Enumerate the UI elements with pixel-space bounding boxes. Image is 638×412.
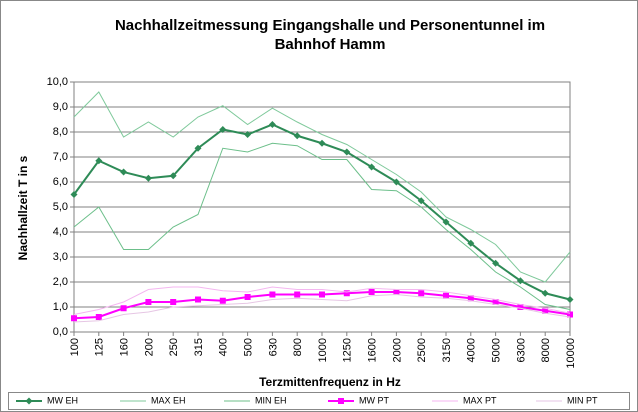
- legend: MW EH MAX EH MIN EH MW PT MAX PT MIN PT: [16, 395, 598, 405]
- marker: [120, 305, 127, 312]
- marker: [417, 197, 425, 205]
- marker: [517, 304, 524, 310]
- marker: [170, 299, 177, 305]
- y-axis-label: Nachhallzeit T in s: [16, 155, 30, 260]
- marker: [95, 157, 103, 165]
- marker: [194, 144, 202, 152]
- marker: [70, 191, 78, 198]
- x-tick-label: 6300: [515, 338, 527, 362]
- x-tick-label: 200: [143, 338, 155, 356]
- x-tick-label: 100: [69, 338, 81, 356]
- marker: [219, 126, 227, 133]
- legend-label: MIN EH: [255, 395, 287, 405]
- legend-label: MW EH: [47, 395, 78, 405]
- x-tick-label: 8000: [540, 338, 552, 362]
- x-tick-label: 4000: [466, 338, 478, 362]
- marker: [467, 295, 474, 302]
- x-axis-label: Terzmittenfrequenz in Hz: [259, 375, 401, 389]
- marker: [443, 292, 449, 299]
- marker: [492, 259, 500, 267]
- marker: [318, 139, 326, 147]
- marker: [393, 289, 400, 295]
- y-tick-label: 5,0: [53, 201, 68, 213]
- x-tick-label: 5000: [491, 338, 503, 362]
- x-tick-label: 160: [119, 338, 131, 356]
- marker: [319, 291, 325, 298]
- x-tick-label: 2000: [391, 338, 403, 362]
- x-tick-label: 1000: [317, 338, 329, 362]
- marker: [195, 296, 201, 303]
- marker: [120, 168, 128, 176]
- chart-title: Bahnhof Hamm: [275, 36, 386, 53]
- y-tick-label: 10,0: [47, 76, 68, 88]
- x-tick-label: 2500: [416, 338, 428, 362]
- marker: [169, 172, 177, 180]
- marker: [343, 290, 350, 297]
- x-tick-label: 500: [243, 338, 255, 356]
- marker: [338, 398, 344, 404]
- marker: [467, 239, 475, 247]
- series-line: [73, 286, 571, 315]
- legend-label: MIN PT: [567, 395, 598, 405]
- marker: [269, 291, 276, 298]
- marker: [25, 397, 33, 405]
- marker: [541, 289, 549, 297]
- y-tick-label: 7,0: [53, 151, 68, 163]
- x-tick-label: 250: [168, 338, 180, 356]
- x-tick-label: 1600: [367, 338, 379, 362]
- marker: [219, 297, 226, 304]
- x-tick-label: 1250: [342, 338, 354, 362]
- y-tick-label: 9,0: [53, 101, 68, 113]
- marker: [144, 174, 152, 182]
- legend-label: MW PT: [359, 395, 389, 405]
- series-line: [73, 142, 571, 310]
- marker: [95, 314, 102, 320]
- marker: [392, 178, 400, 186]
- chart-title: Nachhallzeitmessung Eingangshalle und Pe…: [115, 17, 545, 34]
- y-tick-label: 1,0: [53, 301, 68, 313]
- y-tick-label: 2,0: [53, 276, 68, 288]
- y-tick-label: 8,0: [53, 126, 68, 138]
- marker: [244, 294, 251, 300]
- x-tick-label: 10000: [565, 338, 577, 369]
- x-tick-label: 3150: [441, 338, 453, 362]
- marker: [293, 132, 301, 140]
- legend-label: MAX PT: [463, 395, 497, 405]
- marker: [566, 296, 574, 303]
- y-tick-label: 4,0: [53, 226, 68, 238]
- marker: [442, 218, 450, 226]
- marker: [516, 277, 524, 285]
- marker: [368, 163, 376, 171]
- marker: [492, 299, 499, 305]
- y-tick-label: 0,0: [53, 326, 68, 338]
- marker: [244, 131, 252, 138]
- series-line: [73, 293, 571, 323]
- x-tick-label: 800: [292, 338, 304, 356]
- marker: [268, 121, 276, 128]
- series-line: [73, 91, 571, 283]
- marker: [71, 315, 77, 322]
- marker: [145, 299, 152, 305]
- marker: [294, 291, 301, 298]
- marker: [418, 290, 425, 297]
- legend-box: [8, 392, 630, 410]
- x-tick-label: 630: [267, 338, 279, 356]
- x-tick-label: 315: [193, 338, 205, 356]
- legend-label: MAX EH: [151, 395, 186, 405]
- x-tick-label: 400: [218, 338, 230, 356]
- marker: [567, 311, 573, 318]
- x-tick-label: 125: [94, 338, 106, 356]
- marker: [368, 289, 375, 295]
- y-tick-label: 3,0: [53, 251, 68, 263]
- marker: [343, 148, 351, 156]
- marker: [542, 307, 549, 314]
- y-tick-label: 6,0: [53, 176, 68, 188]
